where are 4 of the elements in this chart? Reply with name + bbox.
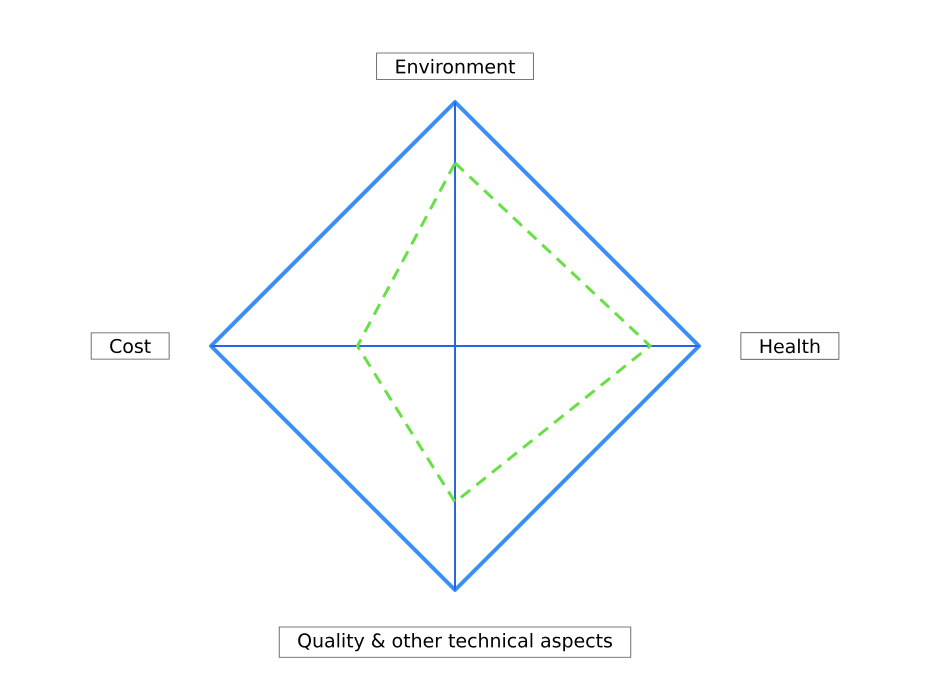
- spoke-label: Environment: [396, 59, 516, 74]
- spoke-label: Health: [760, 338, 820, 354]
- spoke-label: Quality & other technical aspects: [298, 632, 612, 652]
- spoke-label: Cost: [110, 338, 151, 354]
